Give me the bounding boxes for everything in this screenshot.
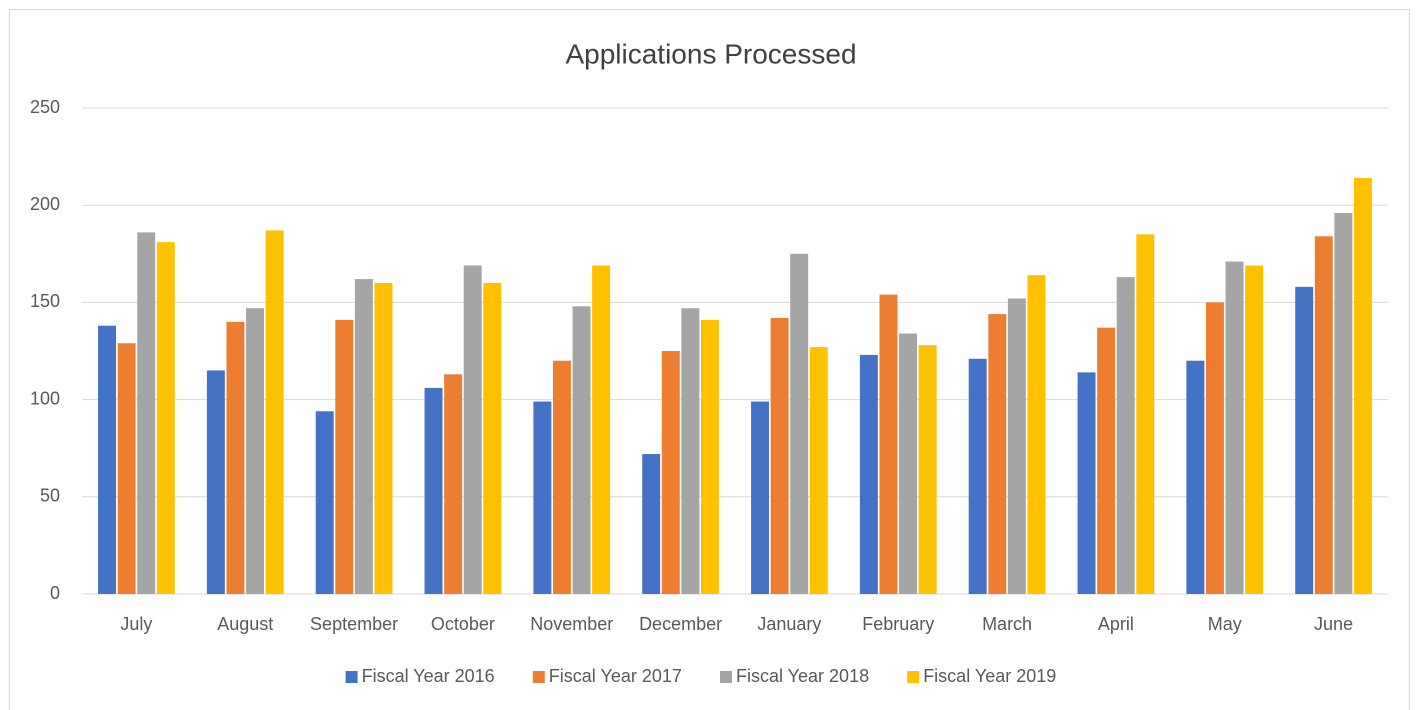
y-tick-label: 0 [50, 583, 60, 603]
bar [700, 319, 719, 594]
bar [1245, 265, 1264, 594]
legend-swatch [345, 671, 358, 683]
bar [246, 308, 265, 594]
bar [552, 360, 571, 594]
legend-label: Fiscal Year 2017 [549, 666, 682, 686]
bar [1314, 236, 1333, 594]
bar [968, 358, 987, 594]
bar [98, 325, 117, 594]
bar [572, 306, 591, 594]
bar [1007, 298, 1026, 594]
y-tick-label: 250 [30, 97, 60, 117]
bar [859, 354, 878, 594]
bar [592, 265, 611, 594]
bar [1225, 261, 1244, 594]
bar [770, 317, 789, 594]
x-tick-label: August [217, 614, 273, 634]
legend-swatch [907, 671, 920, 683]
legend-label: Fiscal Year 2019 [923, 666, 1056, 686]
bar [661, 351, 680, 594]
bar [226, 321, 245, 594]
bar [879, 294, 898, 594]
bar [374, 282, 393, 594]
bar [156, 242, 175, 595]
bar [1136, 234, 1155, 595]
bar [681, 308, 700, 594]
legend-swatch [720, 671, 732, 683]
x-tick-label: January [757, 614, 821, 634]
bar [1295, 286, 1314, 594]
bar [1097, 327, 1116, 594]
bar [354, 279, 373, 594]
y-tick-label: 150 [30, 291, 60, 311]
bar [1353, 177, 1372, 594]
bar [335, 319, 354, 594]
bar [1116, 277, 1135, 594]
bar [265, 230, 284, 595]
x-tick-label: June [1314, 614, 1353, 634]
bar [533, 401, 552, 594]
bar [424, 387, 443, 594]
legend-label: Fiscal Year 2018 [736, 666, 869, 686]
bar [988, 314, 1007, 594]
x-tick-label: October [431, 614, 495, 634]
bar [463, 265, 482, 594]
y-tick-label: 50 [40, 486, 60, 506]
x-tick-label: February [862, 614, 934, 634]
y-tick-label: 200 [30, 194, 60, 214]
bar [1205, 302, 1224, 594]
bar [206, 370, 225, 594]
x-tick-label: April [1098, 614, 1134, 634]
chart-title: Applications Processed [565, 38, 856, 69]
bar [1186, 360, 1205, 594]
y-tick-label: 100 [30, 388, 60, 408]
bar [1077, 372, 1096, 594]
bar [918, 345, 937, 594]
x-tick-label: November [530, 614, 613, 634]
bar [809, 347, 828, 594]
bar [642, 454, 661, 594]
bar [137, 232, 156, 594]
x-tick-label: March [982, 614, 1032, 634]
bar [1027, 275, 1046, 594]
legend-swatch [532, 671, 545, 683]
x-tick-label: September [310, 614, 398, 634]
x-tick-label: July [120, 614, 152, 634]
bar [444, 374, 463, 594]
bar [1334, 212, 1353, 594]
bar [315, 411, 334, 594]
bar [483, 282, 502, 594]
legend-label: Fiscal Year 2016 [362, 666, 495, 686]
bar [790, 253, 809, 595]
x-tick-label: May [1208, 614, 1242, 634]
bar [117, 343, 136, 594]
bar [899, 333, 918, 594]
x-tick-label: December [639, 614, 722, 634]
bar [751, 401, 770, 594]
